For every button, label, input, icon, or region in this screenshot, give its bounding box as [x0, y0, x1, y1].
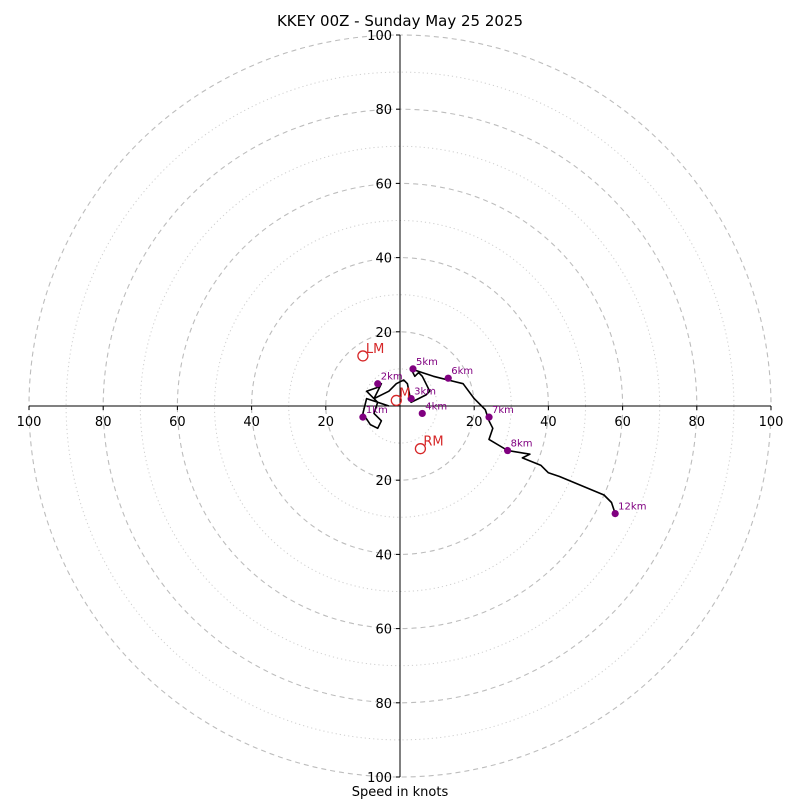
x-tick-label-left-100: 100 [17, 415, 42, 430]
height-markers: 1km 2km 3km 4km 5km 6km 7km 8km 12km [359, 357, 646, 518]
x-tick-label-left-60: 60 [169, 415, 186, 430]
storm-label-lm: LM [366, 342, 384, 357]
height-label-3km: 3km [414, 387, 436, 398]
height-label-7km: 7km [492, 405, 514, 416]
y-tick-label-top-40: 40 [375, 252, 392, 267]
x-tick-label-left-80: 80 [95, 415, 112, 430]
height-label-1km: 1km [366, 405, 388, 416]
height-marker-8km [503, 446, 512, 455]
storm-label-rm: RM [423, 435, 443, 450]
storm-marker-lm [357, 350, 369, 362]
height-label-12km: 12km [618, 502, 646, 513]
storm-label-m: M [399, 386, 410, 401]
height-marker-3km [407, 394, 415, 403]
axis-ticks: 20 20 20 20 40 40 40 40 60 60 60 60 80 80 80 80 100 100 10… [17, 29, 784, 786]
height-marker-7km [485, 413, 493, 421]
storm-motion-markers: LM RM M [357, 342, 444, 455]
y-tick-label-bottom-40: 40 [375, 548, 392, 563]
x-tick-label-left-20: 20 [318, 415, 335, 430]
x-tick-label-right-80: 80 [689, 415, 706, 430]
y-tick-label-top-20: 20 [375, 326, 392, 341]
hodograph-trace [362, 368, 616, 514]
height-label-5km: 5km [416, 357, 438, 368]
y-tick-label-top-80: 80 [375, 103, 392, 118]
x-tick-label-right-100: 100 [759, 415, 784, 430]
storm-marker-rm [414, 443, 427, 455]
height-label-6km: 6km [451, 366, 473, 377]
y-tick-label-top-100: 100 [367, 29, 392, 44]
storm-marker-m [390, 394, 402, 407]
y-tick-label-top-60: 60 [375, 177, 392, 192]
height-marker-2km [374, 380, 382, 388]
x-tick-label-right-60: 60 [614, 415, 631, 430]
y-tick-label-bottom-20: 20 [375, 474, 392, 489]
y-tick-label-bottom-100: 100 [367, 771, 392, 786]
height-label-4km: 4km [425, 401, 447, 412]
chart-title: KKEY 00Z - Sunday May 25 2025 [277, 12, 523, 30]
height-marker-4km [418, 409, 426, 418]
y-tick-label-bottom-80: 80 [375, 697, 392, 712]
x-tick-label-right-20: 20 [466, 415, 483, 430]
hodograph-line [362, 368, 616, 514]
height-marker-6km [444, 374, 452, 382]
axes [29, 35, 771, 777]
x-axis-label: Speed in knots [352, 785, 449, 800]
x-tick-label-right-40: 40 [540, 415, 557, 430]
height-label-8km: 8km [511, 439, 533, 450]
height-marker-12km [611, 509, 619, 518]
y-tick-label-bottom-60: 60 [375, 623, 392, 638]
height-marker-1km [359, 413, 367, 421]
height-label-2km: 2km [381, 372, 403, 383]
height-marker-5km [409, 365, 417, 373]
x-tick-label-left-40: 40 [243, 415, 260, 430]
